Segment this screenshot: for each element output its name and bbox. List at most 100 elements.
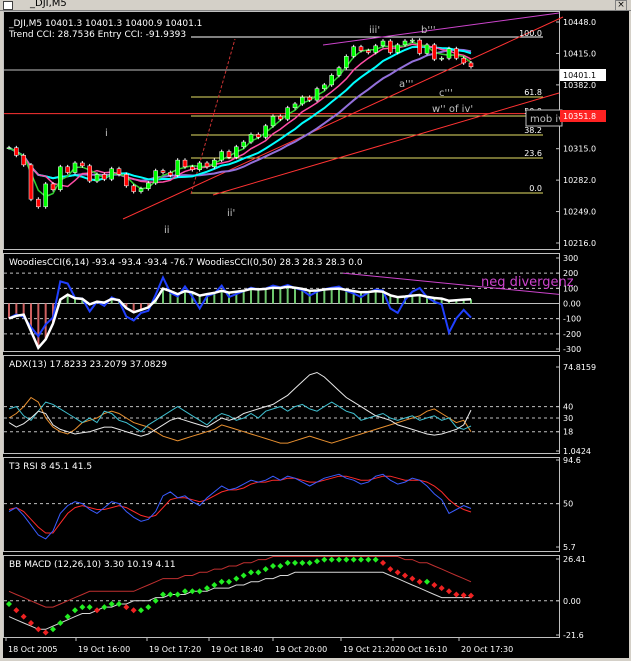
price-candle <box>234 146 239 158</box>
price-candle <box>226 151 232 158</box>
price-candle <box>58 166 63 190</box>
red-line-price-box <box>560 110 606 122</box>
price-candle <box>439 57 444 60</box>
ema-green-line <box>8 41 472 198</box>
price-candle <box>146 182 151 189</box>
macd-dot <box>145 604 152 611</box>
macd-dot <box>409 575 416 582</box>
macd-dot <box>204 585 210 592</box>
price-candle <box>43 183 48 208</box>
macd-dot <box>328 556 335 563</box>
rsi-axis-tick-label: 50 <box>563 500 573 509</box>
macd-dot <box>336 556 342 563</box>
window-tab-label: _DJI,M5 <box>30 0 67 9</box>
macd-dot <box>255 569 262 576</box>
chart-canvas[interactable]: 10448.010415.010382.010348.010315.010282… <box>3 11 629 658</box>
macd-dot <box>86 604 93 611</box>
cci-axis-tick-label: 0.00 <box>563 300 581 309</box>
cci-divergence-line <box>342 272 560 295</box>
price-candle <box>329 75 334 86</box>
wave-label-iii: iii' <box>369 25 380 36</box>
macd-axis-tick-label: 0.00 <box>563 597 581 606</box>
neg-divergence-annotation: neg divergenz <box>481 275 574 290</box>
macd-dot <box>284 559 291 566</box>
macd-dot <box>365 556 372 563</box>
wave-label-ii-prime: ii' <box>227 208 235 219</box>
macd-dot <box>343 556 350 563</box>
macd-dot <box>358 556 364 563</box>
price-candle <box>153 170 158 184</box>
price-candle <box>366 50 371 53</box>
fib-label-100: 100.0 <box>519 29 542 38</box>
adx-main-line <box>8 371 472 437</box>
macd-lower-band <box>8 571 471 630</box>
macd-dot <box>402 572 408 579</box>
macd-dot <box>57 619 64 626</box>
price-candle <box>454 48 459 59</box>
price-candle <box>138 188 144 192</box>
time-tick-label: 19 Oct 21:20 <box>343 645 395 654</box>
price-candle <box>300 97 305 105</box>
macd-dot <box>394 569 401 576</box>
price-candle <box>197 162 202 170</box>
price-candle <box>212 159 217 168</box>
macd-dot <box>299 559 306 566</box>
price-candle <box>432 44 437 60</box>
title-bar: _DJI,M5 × <box>0 0 631 11</box>
macd-dot <box>72 607 78 614</box>
macd-dot <box>226 578 232 585</box>
price-candle <box>94 174 100 182</box>
macd-dot <box>372 556 379 563</box>
channel-lower-line <box>212 92 560 196</box>
price-candle <box>65 166 70 173</box>
macd-dot <box>292 559 298 566</box>
chart-window-icon <box>3 1 13 10</box>
cci-slow-line <box>8 285 472 351</box>
price-candle <box>461 57 466 64</box>
price-candle <box>314 88 320 101</box>
rsi-axis-tick-label: 94.6 <box>563 456 581 465</box>
price-candle <box>21 155 26 166</box>
price-candle <box>36 198 41 208</box>
macd-dot <box>138 607 144 614</box>
price-candle <box>80 162 85 167</box>
cci-axis-tick-label: 100 <box>563 284 578 293</box>
macd-upper-band <box>8 556 472 608</box>
price-axis-tick-label: 10282.0 <box>563 176 596 185</box>
price-candle <box>109 168 114 180</box>
macd-dot <box>35 626 42 633</box>
adx-panel-frame <box>3 355 560 454</box>
fib-label-0: 0.0 <box>529 184 542 193</box>
macd-dot <box>64 613 71 620</box>
macd-dot <box>130 607 137 614</box>
price-candle <box>344 56 349 68</box>
price-panel: 10448.010415.010382.010348.010315.010282… <box>4 12 596 248</box>
adx-minus-di-line <box>8 396 472 444</box>
close-icon[interactable]: × <box>615 0 627 11</box>
macd-dot <box>438 585 445 592</box>
price-candle <box>417 39 422 54</box>
price-candle <box>6 147 12 149</box>
fib-label-382: 38.2 <box>524 126 542 135</box>
price-candle <box>160 170 166 173</box>
rsi-signal-line <box>8 475 472 534</box>
price-candle <box>307 97 312 101</box>
macd-dot <box>453 591 460 598</box>
price-candle <box>410 39 415 42</box>
cci-axis-tick-label: -300 <box>563 345 581 354</box>
cci-header: WoodiesCCI(6,14) -93.4 -93.4 -93.4 -76.7… <box>9 258 363 268</box>
macd-header: BB MACD (12,26,10) 3.30 10.19 4.11 <box>9 560 176 570</box>
ema-cyan-line <box>8 45 472 182</box>
price-candle <box>358 46 364 51</box>
time-tick-label: 19 Oct 20:00 <box>275 645 327 654</box>
price-axis-tick-label: 10249.0 <box>563 208 596 217</box>
time-axis: 18 Oct 2005 19 Oct 16:00 19 Oct 17:20 19 Oc… <box>5 637 513 654</box>
macd-dot <box>28 619 34 626</box>
macd-dot <box>218 578 225 585</box>
price-candle <box>256 134 261 138</box>
rsi-main-line <box>8 473 472 540</box>
adx-axis-tick-label: 40 <box>563 403 573 412</box>
cci-panel-frame <box>3 253 560 352</box>
time-tick-label: 18 Oct 2005 <box>8 645 57 654</box>
price-header-line1: _DJI,M5 10401.3 10401.3 10400.9 10401.1 <box>8 19 202 29</box>
